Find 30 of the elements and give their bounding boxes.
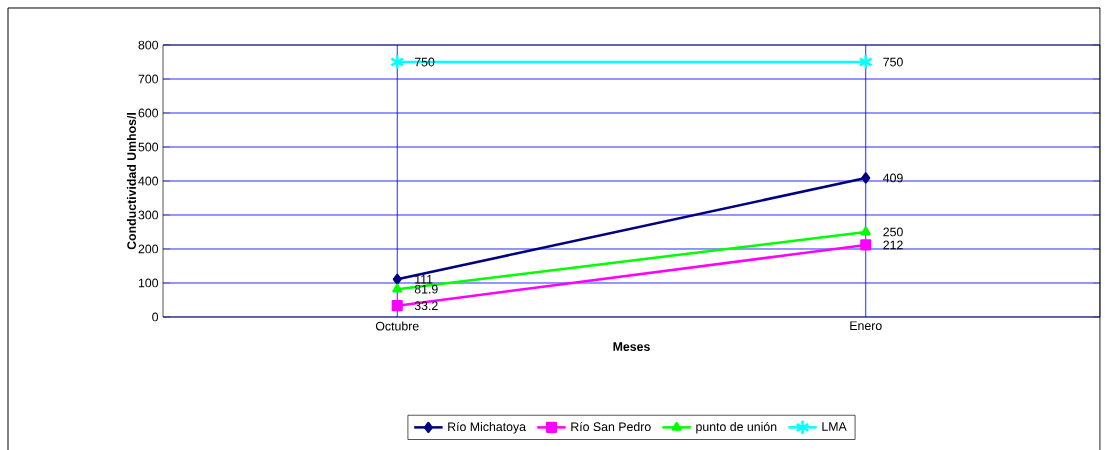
point [860, 239, 872, 251]
y-tick-label: 600 [138, 108, 159, 118]
y-tick-label: 300 [138, 210, 159, 220]
y-tick-label: 200 [138, 244, 159, 254]
point [391, 299, 403, 312]
y-tick-label: 400 [138, 176, 159, 186]
legend-label: Río Michatoya [448, 421, 527, 434]
point [858, 53, 873, 70]
data-label: 111 [415, 274, 433, 284]
data-label: 750 [883, 57, 903, 67]
y-axis-title: Conductividad Umhos/l [126, 112, 137, 250]
data-label: 33.2 [414, 301, 438, 310]
y-tick-label: 700 [138, 74, 159, 84]
x-axis-title: Meses [613, 342, 650, 351]
data-label: 212 [883, 240, 903, 249]
legend-label: punto de unión [696, 421, 777, 434]
y-tick-label: 0 [152, 312, 159, 322]
point [861, 172, 871, 184]
y-tick-label: 100 [138, 278, 159, 288]
legend-label: LMA [822, 421, 847, 431]
x-tick-label: Enero [850, 321, 882, 330]
point [390, 53, 405, 70]
x-tick-label: Octubre [375, 321, 419, 331]
data-label: 81.9 [414, 284, 438, 294]
y-tick-label: 800 [138, 40, 159, 50]
point [392, 273, 402, 285]
data-label: 250 [883, 227, 903, 237]
y-tick-label: 500 [138, 142, 159, 152]
legend-label: Río San Pedro [571, 421, 651, 431]
data-label: 409 [883, 173, 903, 183]
